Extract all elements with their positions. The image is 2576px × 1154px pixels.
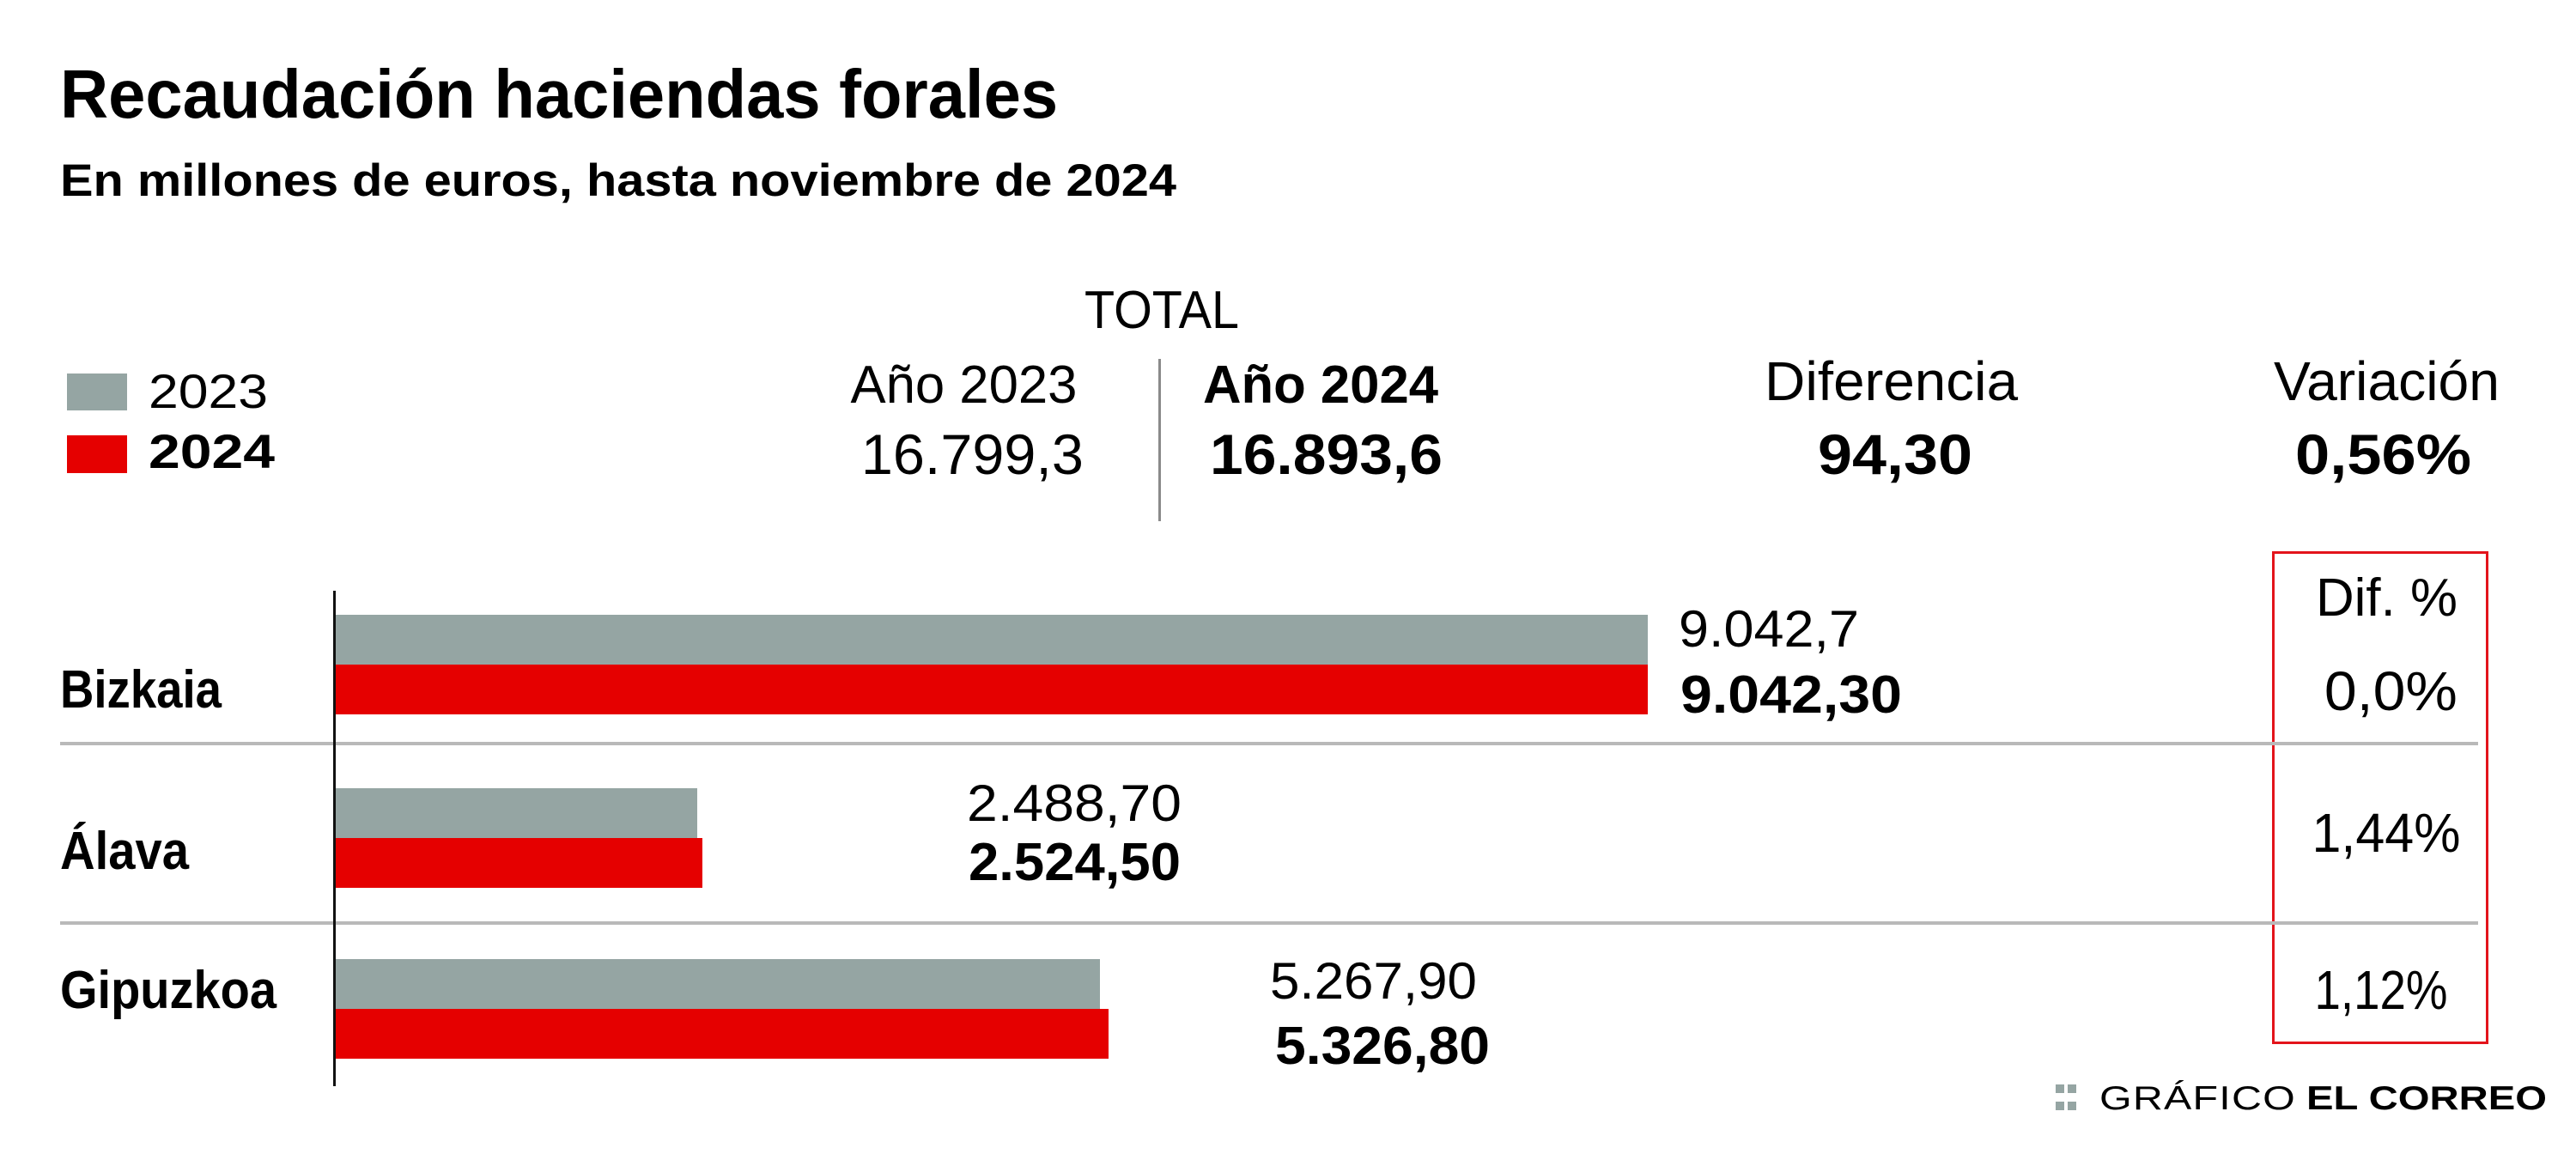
variation-label: Variación [2274,350,2500,412]
chart-subtitle: En millones de euros, hasta noviembre de… [60,155,1176,206]
total-2024-value: 16.893,6 [1210,422,1443,486]
difference-label: Diferencia [1765,350,2019,412]
dif-pct-header: Dif. % [2316,568,2458,628]
value-label-bizkaia-2023: 9.042,7 [1679,600,1859,658]
bar-gipuzkoa-2023 [336,959,1100,1009]
legend-swatch-2023 [67,374,127,410]
row-label-gipuzkoa: Gipuzkoa [60,961,276,1020]
bar-bizkaia-2024 [336,665,1648,714]
bar-gipuzkoa-2024 [336,1009,1109,1059]
legend-label-2024: 2024 [149,424,276,478]
dif-pct-alava: 1,44% [2312,802,2460,864]
row-label-alava: Álava [60,822,189,881]
total-2023-value: 16.799,3 [860,422,1084,486]
row-label-bizkaia: Bizkaia [60,660,222,720]
dif-pct-bizkaia: 0,0% [2324,660,2458,722]
value-label-gipuzkoa-2023: 5.267,90 [1270,952,1477,1010]
value-label-gipuzkoa-2024: 5.326,80 [1275,1017,1491,1076]
total-2023-label: Año 2023 [849,355,1077,415]
difference-value: 94,30 [1818,422,1973,486]
footer-prefix: GRÁFICO [2099,1080,2296,1117]
dif-pct-gipuzkoa: 1,12% [2314,959,2447,1021]
dif-pct-highlight-box [2272,551,2488,1044]
row-divider [60,921,2478,925]
row-divider [60,742,2478,745]
legend-label-2023: 2023 [149,364,269,418]
chart-title: Recaudación haciendas forales [60,56,1059,132]
variation-value: 0,56% [2295,422,2471,486]
total-2024-label: Año 2024 [1203,355,1438,415]
bar-alava-2023 [336,788,697,838]
total-heading: TOTAL [1084,281,1240,340]
value-label-bizkaia-2024: 9.042,30 [1680,665,1902,725]
totals-divider [1158,359,1161,521]
bar-alava-2024 [336,838,702,888]
y-axis-line [333,591,336,1086]
value-label-alava-2024: 2.524,50 [969,833,1181,892]
value-label-alava-2023: 2.488,70 [967,774,1182,832]
legend-swatch-2024 [67,435,127,473]
footer-brand: EL CORREO [2306,1080,2547,1117]
bar-bizkaia-2023 [336,615,1648,665]
